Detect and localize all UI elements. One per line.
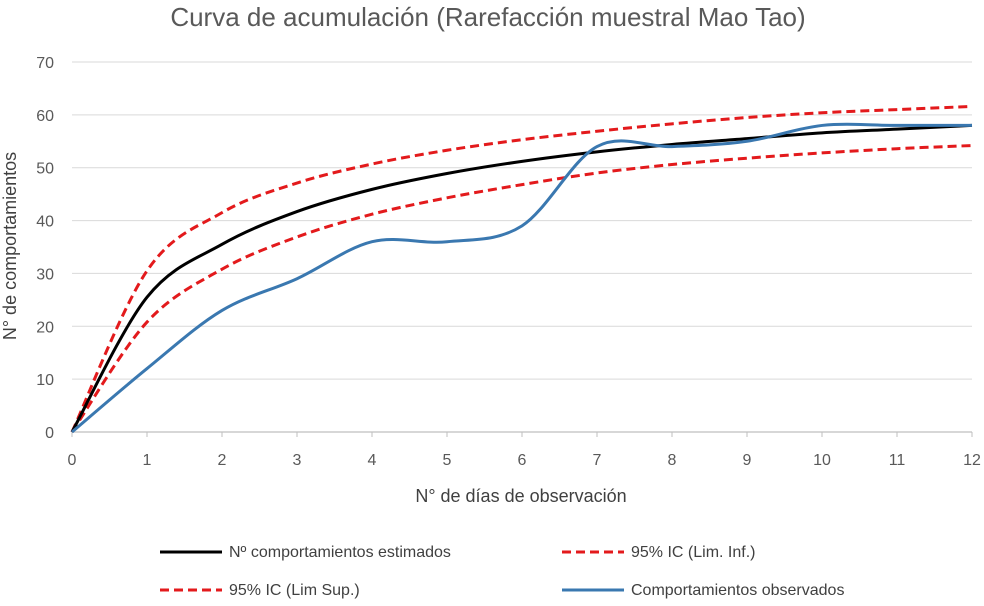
legend-label-3: 95% IC (Lim Sup.) (229, 582, 360, 599)
chart-title: Curva de acumulación (Rarefacción muestr… (170, 2, 805, 32)
legend-label-2: 95% IC (Lim. Inf.) (631, 544, 755, 561)
legend-label-1: Nº comportamientos estimados (229, 544, 451, 561)
x-tick-label: 10 (813, 452, 831, 469)
y-tick-label: 0 (45, 425, 54, 442)
legend-label-4: Comportamientos observados (631, 582, 844, 599)
series-line-4 (71, 122, 972, 434)
series-line-3 (70, 104, 973, 433)
y-tick-label: 60 (36, 108, 54, 125)
gridlines (72, 61, 972, 433)
x-tick-label: 12 (963, 452, 981, 469)
x-tick-label: 9 (743, 452, 752, 469)
y-tick-label: 40 (36, 214, 54, 231)
y-axis-label: N° de comportamientos (0, 152, 20, 340)
x-tick-label: 0 (68, 452, 77, 469)
y-tick-label: 10 (36, 372, 54, 389)
y-tick-label: 50 (36, 161, 54, 178)
y-tick-label: 20 (36, 319, 54, 336)
x-tick-label: 1 (143, 452, 152, 469)
y-tick-label: 70 (36, 55, 54, 72)
y-tick-label: 30 (36, 266, 54, 283)
x-tick-label: 4 (368, 452, 377, 469)
x-tick-label: 2 (218, 452, 227, 469)
x-tick-label: 7 (593, 452, 602, 469)
series-lines (70, 104, 973, 434)
x-tick-label: 8 (668, 452, 677, 469)
x-axis-ticks: 0 1 2 3 4 5 6 7 8 9 10 11 12 (68, 432, 981, 469)
x-tick-label: 11 (889, 452, 906, 469)
x-tick-label: 5 (443, 452, 452, 469)
x-axis-label: N° de días de observación (415, 486, 626, 506)
x-tick-label: 3 (293, 452, 302, 469)
y-axis-ticks: 0 10 20 30 40 50 60 70 (36, 55, 54, 442)
x-tick-label: 6 (518, 452, 527, 469)
series-line-2 (70, 144, 973, 433)
legend: Nº comportamientos estimados 95% IC (Lim.… (160, 544, 844, 599)
series-line-1 (70, 123, 973, 433)
